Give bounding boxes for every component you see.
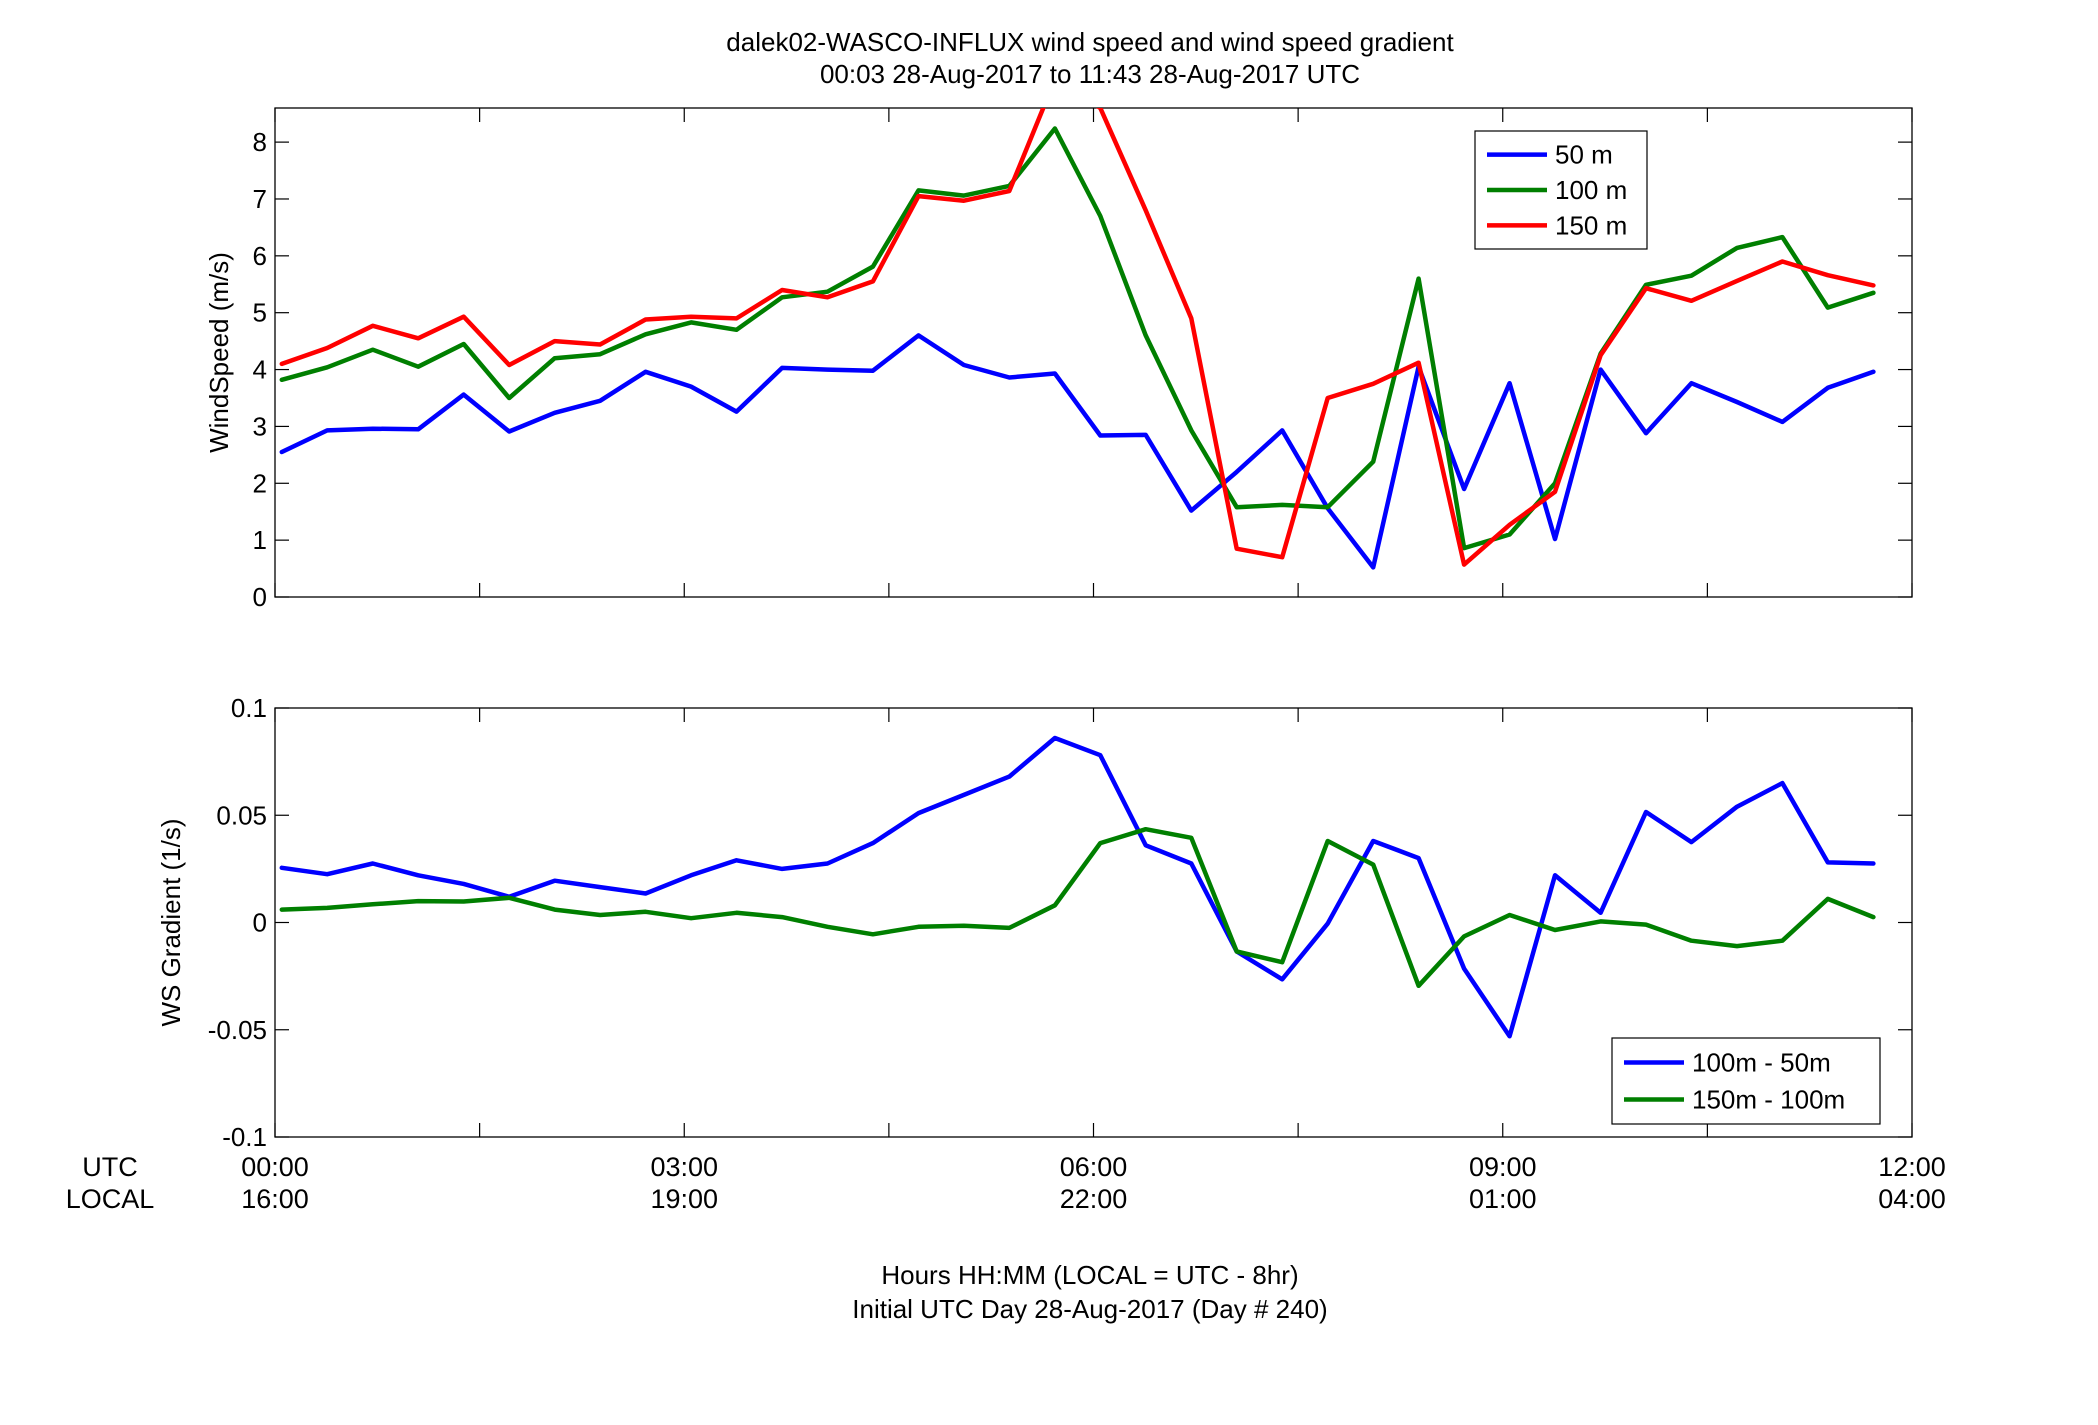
y-tick-label: 0.1 [231,693,267,723]
y-tick-label: -0.1 [222,1122,267,1152]
legend-label: 150 m [1555,210,1627,240]
figure-subtitle: 00:03 28-Aug-2017 to 11:43 28-Aug-2017 U… [820,59,1360,89]
y-tick-label: 7 [253,184,267,214]
plot-frame [274,107,1913,598]
y-tick-label: 0 [253,908,267,938]
y-tick-label: 0.05 [216,800,267,830]
y-axis-label: WS Gradient (1/s) [156,818,186,1026]
y-tick-label: 5 [253,298,267,328]
y-tick-label: 4 [253,355,267,385]
x-tick-label-local: 16:00 [241,1184,309,1214]
x-tick-label-local: 22:00 [1060,1184,1128,1214]
x-tick-label-local: 01:00 [1469,1184,1537,1214]
y-tick-label: 3 [253,411,267,441]
legend-label: 50 m [1555,140,1613,170]
windspeed-panel: 0 1 2 3 4 5 6 7 8 WindSpeed (m/s) 50 m 100 m 150 m [204,107,1913,612]
y-axis-label: WindSpeed (m/s) [204,252,234,453]
x-tick-label-utc: 09:00 [1469,1152,1537,1182]
y-tick-label: 2 [253,468,267,498]
figure-title: dalek02-WASCO-INFLUX wind speed and wind… [726,27,1454,57]
series-group [279,735,1876,1039]
series-line-0 [279,735,1876,1039]
y-tick-label: 0 [253,582,267,612]
series-line-0 [279,333,1876,570]
legend: 50 m 100 m 150 m [1474,130,1648,250]
legend-label: 150m - 100m [1692,1085,1845,1115]
x-tick-label-utc: 03:00 [650,1152,718,1182]
y-tick-label: 1 [253,525,267,555]
utc-row-label: UTC [82,1152,138,1182]
y-tick-label: 6 [253,241,267,271]
series-line-2 [279,108,1876,567]
legend-box [1611,1037,1881,1125]
legend: 100m - 50m 150m - 100m [1611,1037,1881,1125]
x-axis-label: Hours HH:MM (LOCAL = UTC - 8hr) [881,1260,1298,1290]
series-line-1 [279,826,1876,989]
y-tick-label: -0.05 [208,1015,267,1045]
x-tick-label-utc: 00:00 [241,1152,309,1182]
x-axis-sublabel: Initial UTC Day 28-Aug-2017 (Day # 240) [852,1294,1327,1324]
local-row-label: LOCAL [66,1184,155,1214]
x-tick-label-utc: 06:00 [1060,1152,1128,1182]
series-group [279,108,1876,570]
x-tick-label-utc: 12:00 [1878,1152,1946,1182]
legend-label: 100m - 50m [1692,1048,1831,1078]
legend-label: 100 m [1555,175,1627,205]
x-tick-label-local: 04:00 [1878,1184,1946,1214]
y-tick-label: 8 [253,127,267,157]
x-tick-label-local: 19:00 [650,1184,718,1214]
